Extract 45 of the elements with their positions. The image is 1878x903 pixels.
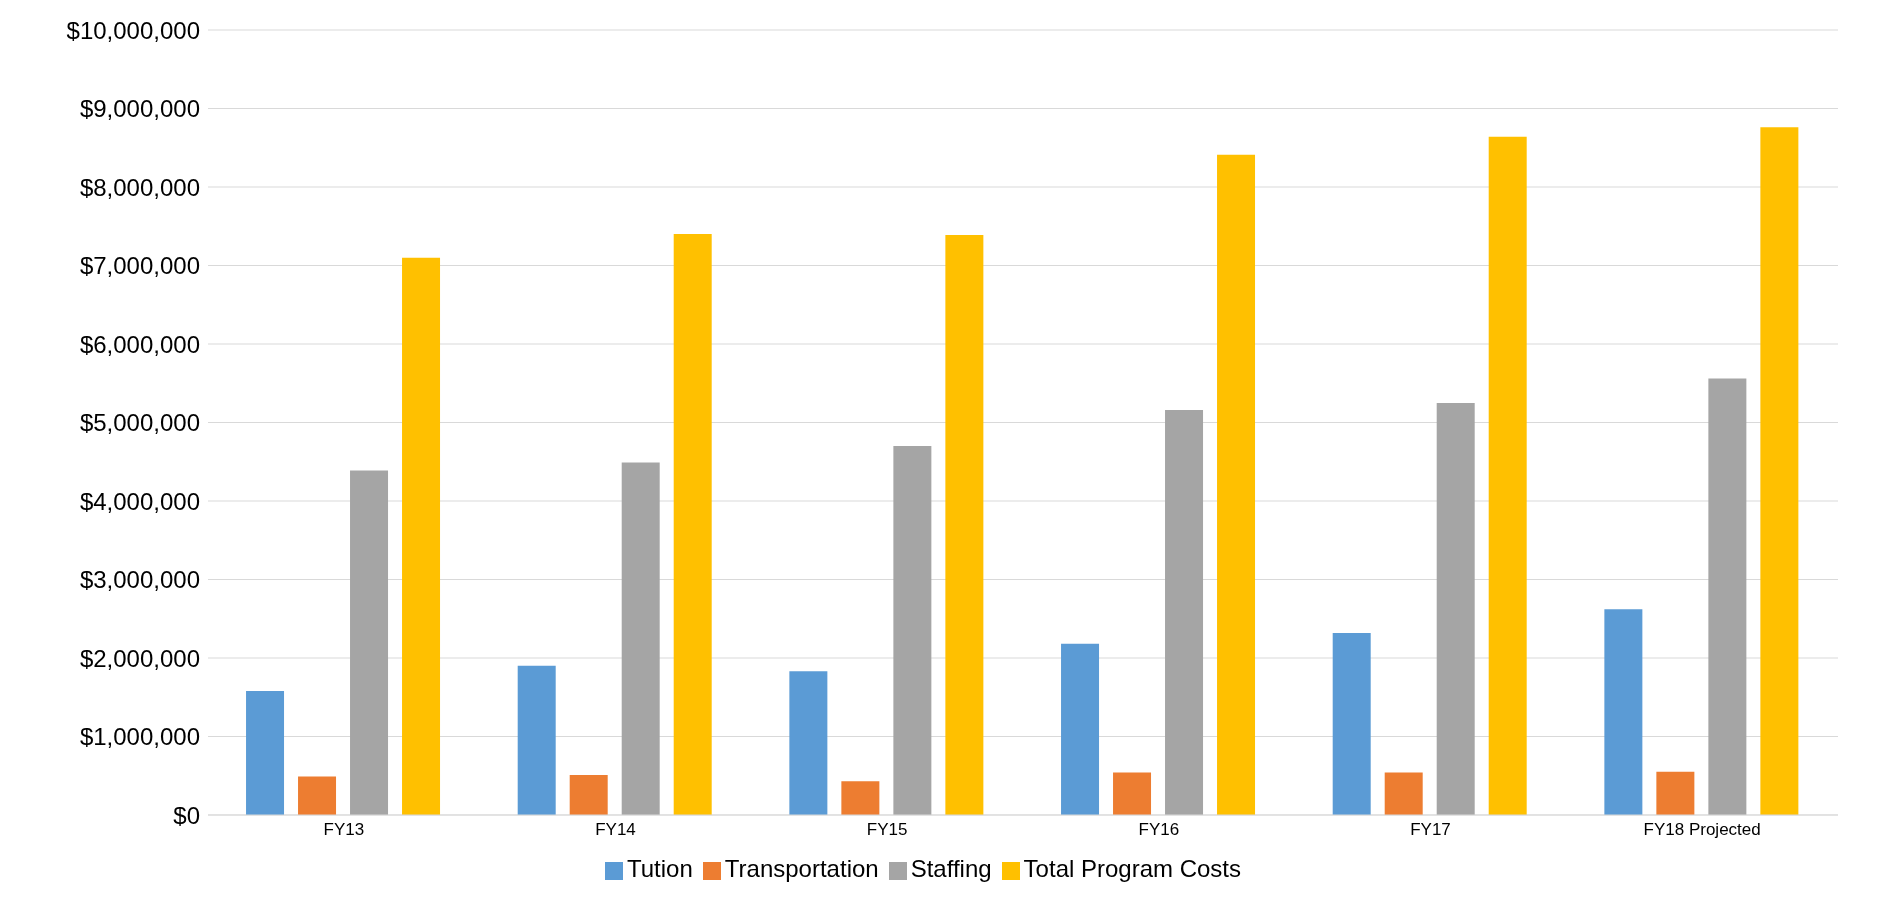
bar (1604, 609, 1643, 815)
legend-label: Tution (626, 855, 693, 882)
bar (1488, 136, 1527, 815)
bar (1061, 643, 1100, 815)
bar (789, 671, 828, 815)
bar (1708, 378, 1747, 815)
bar (1656, 771, 1695, 815)
bar (1436, 402, 1475, 815)
bar (1760, 127, 1799, 815)
legend-label: Total Program Costs (1023, 855, 1242, 882)
bar (621, 462, 660, 815)
bar (1332, 632, 1371, 815)
legend-label: Staffing (910, 855, 992, 882)
bar (569, 774, 608, 815)
bar (1113, 772, 1152, 815)
y-tick-label: $2,000,000 (79, 644, 200, 672)
bar (517, 665, 556, 815)
bar (673, 234, 712, 815)
y-tick-label: $0 (173, 801, 200, 829)
bar (945, 234, 984, 815)
y-tick-label: $9,000,000 (79, 95, 200, 123)
y-tick-label: $6,000,000 (79, 330, 200, 358)
legend-label: Transportation (724, 855, 879, 882)
x-tick-label: FY13 (323, 820, 365, 840)
bar (402, 257, 441, 815)
bar (298, 776, 337, 815)
x-tick-label: FY15 (866, 820, 908, 840)
x-tick-label: FY17 (1410, 820, 1451, 840)
bar (246, 690, 285, 815)
bar (1165, 409, 1204, 815)
y-tick-label: $5,000,000 (79, 409, 200, 437)
y-tick-label: $10,000,000 (66, 16, 200, 44)
bar (1217, 154, 1256, 815)
bar (1384, 772, 1423, 815)
x-tick-label: FY16 (1138, 820, 1180, 840)
bar (893, 446, 932, 815)
bar (841, 781, 880, 815)
x-tick-label: FY14 (595, 820, 636, 840)
x-tick-label: FY18 Projected (1643, 820, 1761, 840)
y-tick-label: $8,000,000 (79, 173, 200, 201)
y-tick-label: $1,000,000 (79, 723, 200, 751)
y-tick-label: $7,000,000 (79, 252, 200, 280)
y-tick-label: $4,000,000 (79, 487, 200, 515)
y-tick-label: $3,000,000 (79, 566, 200, 594)
bar (350, 470, 389, 815)
